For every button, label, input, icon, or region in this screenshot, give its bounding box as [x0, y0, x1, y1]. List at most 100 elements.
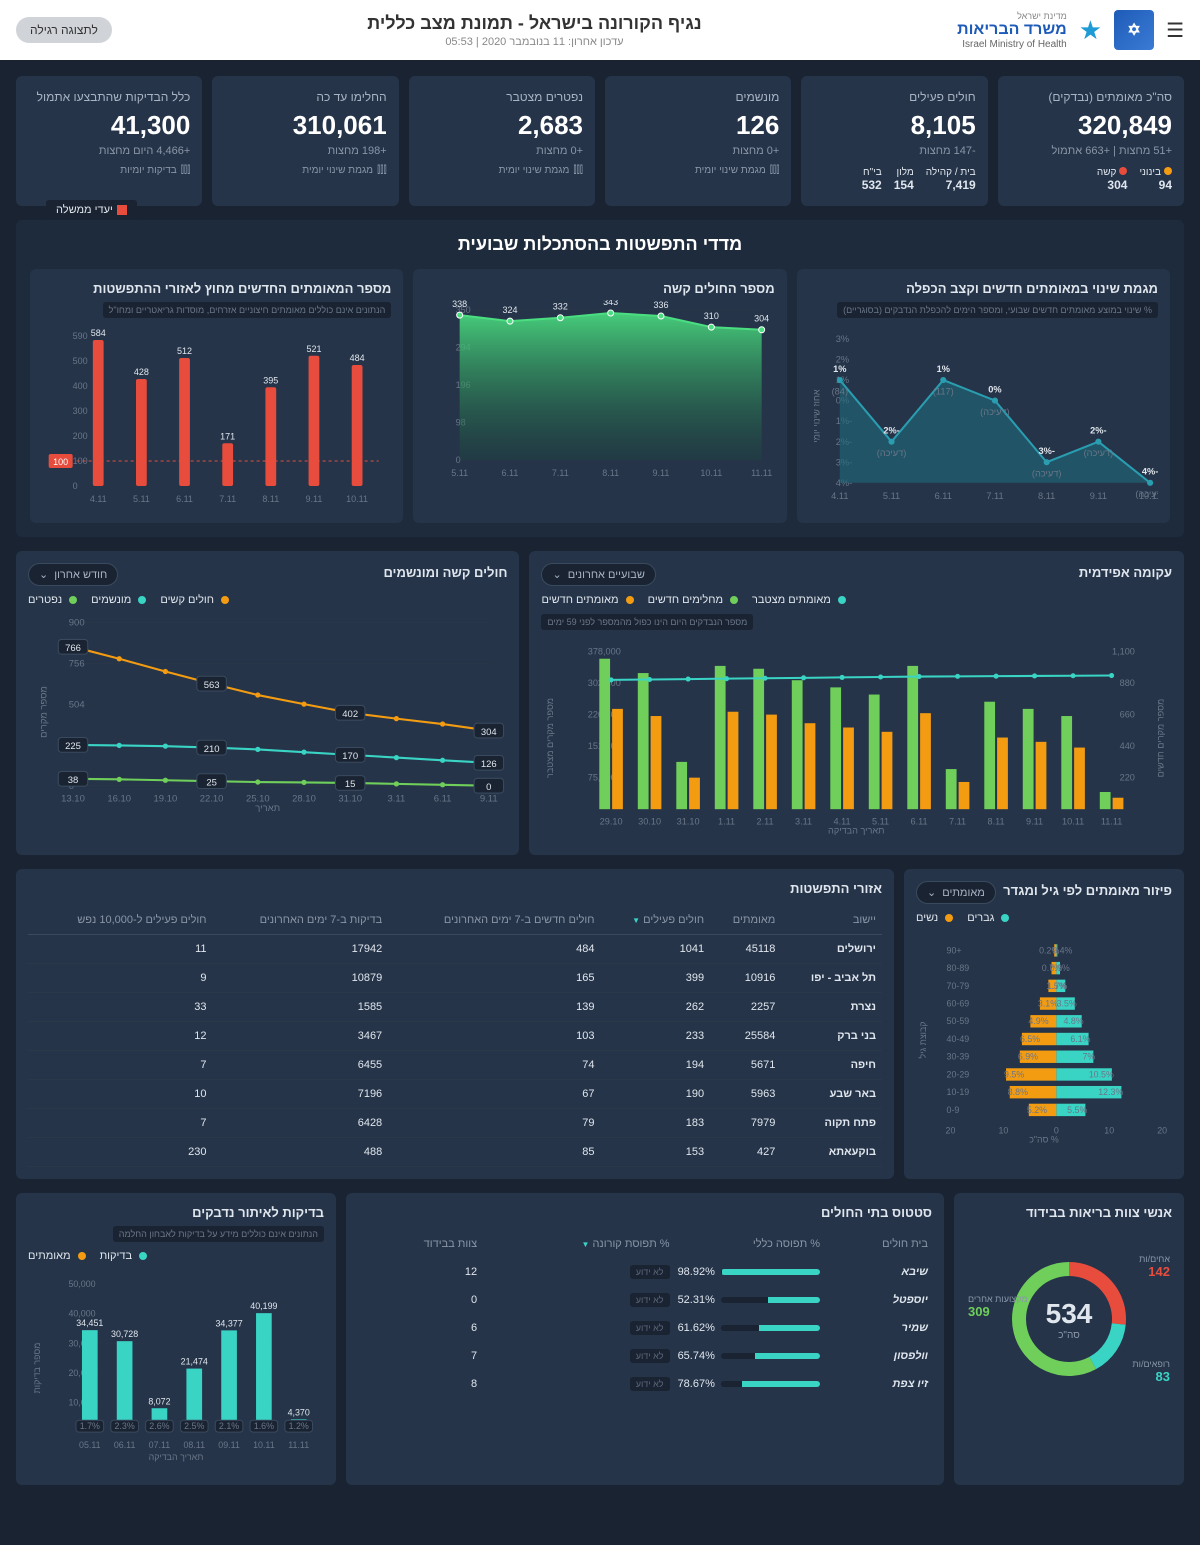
svg-text:-2%: -2%	[1090, 425, 1106, 435]
state-emblem-icon: ✡	[1114, 10, 1154, 50]
ministry-top: מדינת ישראל	[957, 11, 1067, 21]
svg-text:40,000: 40,000	[68, 1309, 95, 1319]
trend-button[interactable]: ⫿⫿⫿ מגמת שינוי יומית	[617, 165, 779, 176]
svg-text:10: 10	[998, 1126, 1008, 1136]
svg-text:אחוז שינוי יומי: אחוז שינוי יומי	[811, 389, 821, 443]
svg-text:% סה"כ: % סה"כ	[1029, 1134, 1059, 1144]
trend-button[interactable]: ⫿⫿⫿ בדיקות יומיות	[28, 165, 190, 176]
svg-text:440: 440	[1120, 741, 1135, 751]
svg-text:880: 880	[1120, 678, 1135, 688]
svg-text:תאריך: תאריך	[255, 803, 280, 812]
table-row[interactable]: פתח תקוה79791837964287	[28, 1109, 882, 1138]
svg-text:9.11: 9.11	[1089, 491, 1106, 501]
svg-text:10.11: 10.11	[253, 1440, 275, 1450]
table-row[interactable]: ירושלים4511810414841794211	[28, 935, 882, 964]
svg-text:5.5%: 5.5%	[1067, 1105, 1087, 1115]
chevron-down-icon: ⌄	[39, 568, 48, 581]
svg-text:8.11: 8.11	[1038, 491, 1055, 501]
svg-text:20: 20	[1157, 1126, 1167, 1136]
svg-text:05.11: 05.11	[79, 1440, 101, 1450]
severe-ventilated-chart: חולים קשה ומונשמים חודש אחרון⌄ חולים קשי…	[16, 551, 519, 855]
svg-text:11.11: 11.11	[288, 1440, 309, 1450]
table-row[interactable]: שמיר61.62%לא ידוע6	[358, 1314, 932, 1342]
svg-text:10.11: 10.11	[1062, 816, 1084, 826]
svg-text:7.11: 7.11	[950, 816, 967, 826]
chevron-down-icon: ⌄	[927, 886, 936, 899]
svg-text:5.11: 5.11	[133, 494, 150, 504]
svg-text:38: 38	[68, 775, 79, 786]
svg-text:8.11: 8.11	[603, 468, 620, 478]
svg-text:7.11: 7.11	[986, 491, 1003, 501]
table-row[interactable]: בני ברק25584233103346712	[28, 1022, 882, 1051]
svg-text:1.11: 1.11	[719, 816, 736, 826]
svg-text:6.11: 6.11	[176, 494, 193, 504]
svg-text:660: 660	[1120, 710, 1135, 720]
svg-text:70-79: 70-79	[947, 981, 970, 991]
svg-text:09.11: 09.11	[218, 1440, 240, 1450]
table-row[interactable]: באר שבע596319067719610	[28, 1080, 882, 1109]
svg-text:225: 225	[65, 741, 81, 752]
svg-text:4.9%: 4.9%	[1028, 1016, 1048, 1026]
svg-text:400: 400	[73, 381, 88, 391]
table-row[interactable]: יוספטל52.31%לא ידוע0	[358, 1286, 932, 1314]
svg-text:310: 310	[704, 311, 719, 321]
table-row[interactable]: תל אביב - יפו10916399165108799	[28, 964, 882, 993]
svg-text:(דעיכה): (דעיכה)	[876, 448, 906, 458]
age-gender-chart: פיזור מאומתים לפי גיל ומגדר מאומתים⌄ גבר…	[904, 869, 1184, 1179]
svg-text:8.11: 8.11	[988, 816, 1005, 826]
svg-text:06.11: 06.11	[114, 1440, 136, 1450]
svg-text:5.11: 5.11	[883, 491, 900, 501]
svg-text:11.11: 11.11	[1101, 816, 1123, 826]
menu-icon[interactable]: ☰	[1166, 18, 1184, 43]
svg-text:07.11: 07.11	[149, 1440, 171, 1450]
svg-text:7.11: 7.11	[552, 468, 569, 478]
svg-text:15: 15	[345, 779, 356, 790]
severe-range-dropdown[interactable]: חודש אחרון⌄	[28, 563, 118, 586]
svg-text:0.4%: 0.4%	[1052, 945, 1072, 955]
hospitals-table: סטטוס בתי החולים בית חולים% תפוסה כללי% …	[346, 1193, 944, 1485]
svg-text:9.5%: 9.5%	[1004, 1069, 1024, 1079]
svg-text:10.11: 10.11	[346, 494, 368, 504]
svg-text:-3%: -3%	[1038, 446, 1054, 456]
svg-text:563: 563	[204, 680, 220, 691]
table-row[interactable]: וולפסון65.74%לא ידוע7	[358, 1342, 932, 1370]
svg-text:30-39: 30-39	[947, 1052, 970, 1062]
display-toggle-button[interactable]: לתצוגה רגילה	[16, 17, 112, 43]
svg-text:210: 210	[204, 744, 220, 755]
table-row[interactable]: זיו צפת78.67%לא ידוע8	[358, 1370, 932, 1398]
svg-text:100: 100	[53, 457, 68, 467]
table-row[interactable]: נצרת2257262139158533	[28, 993, 882, 1022]
table-row[interactable]: חיפה56711947464557	[28, 1051, 882, 1080]
svg-text:34,451: 34,451	[76, 1318, 103, 1328]
svg-text:2.3%: 2.3%	[115, 1421, 135, 1431]
svg-text:19.10: 19.10	[154, 793, 178, 804]
stat-card: חולים פעילים8,105-147 מחצותבית / קהילה7,…	[801, 76, 987, 206]
svg-text:+90: +90	[947, 945, 962, 955]
epidemic-range-dropdown[interactable]: שבועיים אחרונים⌄	[541, 563, 655, 586]
bar-chart-icon: ⫿⫿⫿	[181, 165, 191, 176]
table-row[interactable]: שיבא98.92%לא ידוע12	[358, 1258, 932, 1286]
svg-text:(דעיכה): (דעיכה)	[1032, 469, 1062, 479]
svg-text:7.11: 7.11	[219, 494, 236, 504]
trend-button[interactable]: ⫿⫿⫿ מגמת שינוי יומית	[224, 165, 386, 176]
svg-text:30.10: 30.10	[639, 816, 662, 826]
svg-text:304: 304	[754, 314, 769, 324]
svg-text:1.6%: 1.6%	[254, 1421, 274, 1431]
svg-text:10.5%: 10.5%	[1089, 1069, 1114, 1079]
svg-text:0-9: 0-9	[947, 1105, 960, 1115]
trend-button[interactable]: ⫿⫿⫿ מגמת שינוי יומית	[421, 165, 583, 176]
spread-panel: יעדי ממשלה מדדי התפשטות בהסתכלות שבועית …	[16, 220, 1184, 537]
svg-text:6.11: 6.11	[934, 491, 951, 501]
table-row[interactable]: בוקעאתא42715385488230	[28, 1138, 882, 1167]
svg-text:10.11: 10.11	[701, 468, 723, 478]
stat-card: מונשמים126+0 מחצות⫿⫿⫿ מגמת שינוי יומית	[605, 76, 791, 206]
svg-text:338: 338	[452, 300, 467, 309]
svg-text:10: 10	[1104, 1126, 1114, 1136]
svg-text:3.11: 3.11	[796, 816, 813, 826]
svg-text:171: 171	[220, 431, 235, 441]
page-title: נגיף הקורונה בישראל - תמונת מצב כללית	[112, 13, 957, 34]
svg-text:08.11: 08.11	[183, 1440, 205, 1450]
svg-text:50-59: 50-59	[947, 1016, 970, 1026]
age-gender-dropdown[interactable]: מאומתים⌄	[916, 881, 996, 904]
svg-text:13.10: 13.10	[61, 793, 85, 804]
